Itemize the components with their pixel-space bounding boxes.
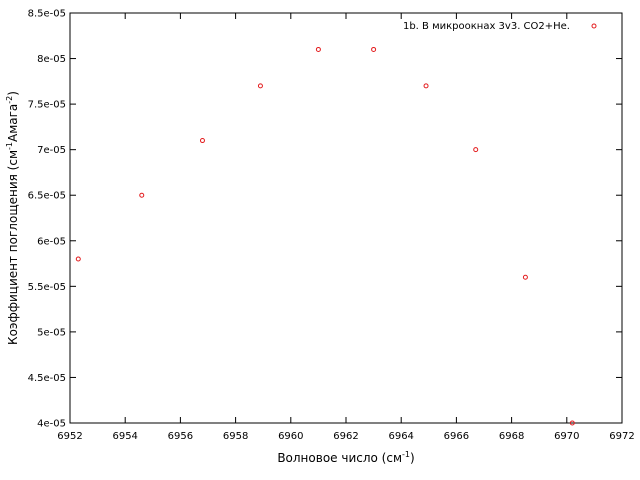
y-tick-label: 4.5e-05 bbox=[28, 373, 66, 384]
data-point bbox=[569, 420, 575, 426]
plot-frame bbox=[69, 12, 623, 424]
data-point bbox=[371, 46, 377, 52]
y-tick-label: 6e-05 bbox=[37, 236, 66, 247]
x-tick-label: 6960 bbox=[278, 431, 303, 442]
x-tick-label: 6964 bbox=[388, 431, 413, 442]
y-tick-label: 5e-05 bbox=[37, 327, 66, 338]
y-tick-label: 8e-05 bbox=[37, 54, 66, 65]
y-axis-label-main: Коэффициент поглощения (см bbox=[6, 150, 20, 345]
x-axis-label-sup: -1 bbox=[402, 450, 410, 459]
y-tick-label: 8.5e-05 bbox=[28, 9, 66, 20]
x-axis-label-tail: ) bbox=[410, 451, 415, 465]
y-axis-label-mid: Амага bbox=[6, 104, 20, 142]
y-tick-label: 6.5e-05 bbox=[28, 191, 66, 202]
y-axis-label-sup2: -2 bbox=[5, 96, 14, 104]
y-axis-label-tail: ) bbox=[6, 91, 20, 96]
data-point bbox=[75, 256, 81, 262]
data-point bbox=[139, 192, 145, 198]
x-axis-ticks: 6952 6954 6956 6958 6960 6962 6964 6966 6968 6970… bbox=[57, 13, 635, 442]
y-tick-label: 7.5e-05 bbox=[28, 100, 66, 111]
x-tick-label: 6952 bbox=[57, 431, 82, 442]
data-point bbox=[315, 46, 321, 52]
x-tick-label: 6972 bbox=[609, 431, 634, 442]
x-tick-label: 6968 bbox=[499, 431, 524, 442]
data-point bbox=[199, 138, 205, 144]
data-point bbox=[257, 83, 263, 89]
data-point bbox=[522, 274, 528, 280]
x-tick-label: 6962 bbox=[333, 431, 358, 442]
y-tick-label: 4e-05 bbox=[37, 419, 66, 430]
y-axis-ticks: 4e-05 4.5e-05 5e-05 5.5e-05 6e-05 6.5e-05 7e-0… bbox=[28, 9, 622, 430]
data-point bbox=[423, 83, 429, 89]
x-tick-label: 6966 bbox=[444, 431, 469, 442]
x-axis-label-main: Волновое число (см bbox=[277, 451, 402, 465]
x-axis-label: Волновое число (см-1) bbox=[277, 450, 414, 465]
x-tick-label: 6970 bbox=[554, 431, 579, 442]
data-point bbox=[473, 147, 479, 153]
x-tick-label: 6958 bbox=[223, 431, 248, 442]
legend-marker bbox=[591, 23, 597, 29]
data-points bbox=[75, 46, 575, 426]
y-tick-label: 5.5e-05 bbox=[28, 282, 66, 293]
x-tick-label: 6954 bbox=[112, 431, 137, 442]
y-tick-label: 7e-05 bbox=[37, 145, 66, 156]
legend-label: 1b. В микроокнах 3v3. CO2+He. bbox=[403, 21, 570, 32]
y-axis-label: Коэффициент поглощения (см-1Амага-2) bbox=[5, 91, 20, 345]
x-tick-label: 6956 bbox=[168, 431, 193, 442]
legend: 1b. В микроокнах 3v3. CO2+He. bbox=[403, 21, 597, 32]
y-axis-label-sup1: -1 bbox=[5, 142, 14, 150]
